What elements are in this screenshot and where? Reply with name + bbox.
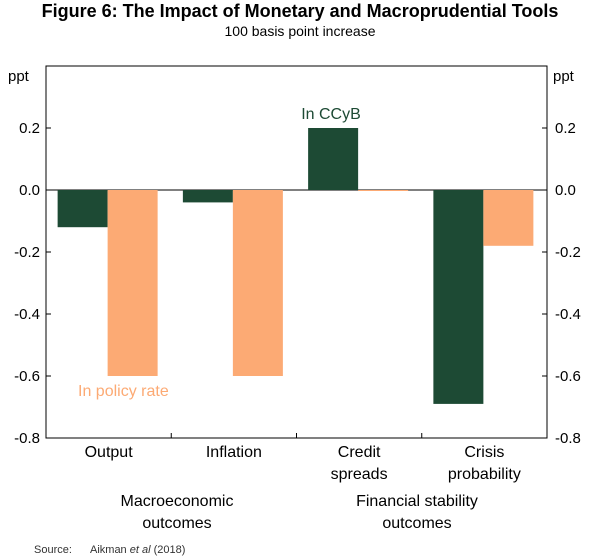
- group-label-financial-line2: outcomes: [382, 515, 451, 532]
- category-label-line1: Inflation: [206, 444, 262, 461]
- source-label: Source:: [34, 544, 72, 556]
- ccyb-series-label: In CCyB: [301, 106, 361, 123]
- source-et-al: et al: [130, 544, 151, 556]
- right-axis-unit: ppt: [553, 68, 575, 85]
- left-axis-unit: ppt: [8, 68, 30, 85]
- group-label-macro-line1: Macroeconomic: [121, 493, 234, 510]
- source-author: Aikman: [90, 544, 130, 556]
- group-label-macro-line2: outcomes: [142, 515, 211, 532]
- y-tick-label-left: -0.4: [14, 306, 40, 323]
- category-label-line1: Crisis: [464, 444, 504, 461]
- y-tick-label-left: 0.2: [19, 120, 40, 137]
- bar-ccyb: [433, 190, 484, 404]
- bar-policy-rate: [358, 190, 409, 191]
- bar-policy-rate: [232, 190, 283, 376]
- category-label-line2: spreads: [331, 466, 388, 483]
- category-label-line1: Credit: [338, 444, 381, 461]
- y-tick-label-right: -0.4: [555, 306, 581, 323]
- bar-ccyb: [182, 190, 233, 203]
- bar-ccyb: [57, 190, 108, 228]
- source-year: (2018): [151, 544, 186, 556]
- chart-title: Figure 6: The Impact of Monetary and Mac…: [42, 1, 559, 21]
- bar-policy-rate: [107, 190, 158, 376]
- category-labels: Output Inflation Credit spreads Crisis probab…: [85, 444, 521, 483]
- bar-policy-rate: [483, 190, 534, 246]
- y-tick-label-left: -0.8: [14, 430, 40, 447]
- y-tick-label-right: -0.2: [555, 244, 581, 261]
- policy-rate-series-label: In policy rate: [78, 383, 169, 400]
- y-tick-label-left: -0.2: [14, 244, 40, 261]
- y-ticks: 0.2 0.2 0.0 0.0 -0.2 -0.2 -0.4 -0.4 -0.6 -0.6 -0.8…: [14, 120, 581, 447]
- y-tick-label-right: -0.6: [555, 368, 581, 385]
- group-label-financial-line1: Financial stability: [356, 493, 478, 510]
- category-label-line1: Output: [85, 444, 134, 461]
- bar-ccyb: [308, 128, 359, 190]
- category-label-line2: probability: [448, 466, 521, 483]
- chart-subtitle: 100 basis point increase: [225, 23, 376, 39]
- y-tick-label-right: 0.2: [555, 120, 576, 137]
- bars: [57, 128, 534, 404]
- y-tick-label-right: 0.0: [555, 182, 576, 199]
- source-text: Aikman et al (2018): [90, 544, 185, 556]
- y-tick-label-left: -0.6: [14, 368, 40, 385]
- y-tick-label-right: -0.8: [555, 430, 581, 447]
- y-tick-label-left: 0.0: [19, 182, 40, 199]
